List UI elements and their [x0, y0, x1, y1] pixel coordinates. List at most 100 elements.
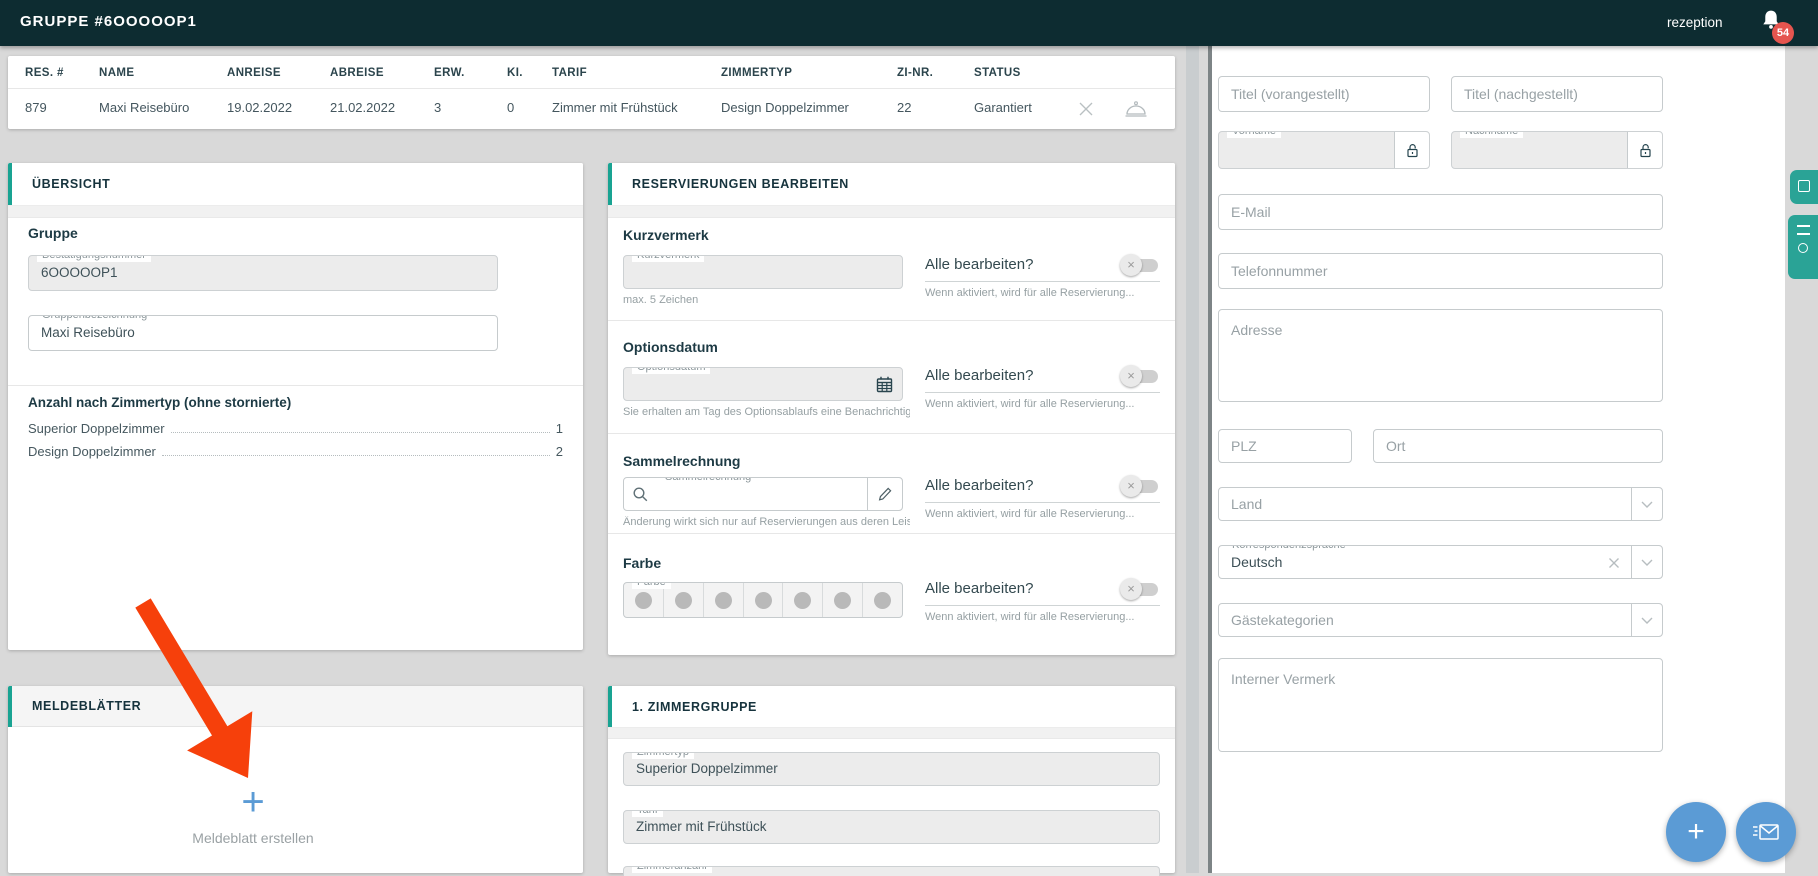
- header-strip: [8, 205, 583, 218]
- alle-bearbeiten-label: Alle bearbeiten?: [925, 477, 1034, 494]
- color-swatch[interactable]: [664, 583, 704, 617]
- alle-bearbeiten-toggle[interactable]: ×: [1120, 254, 1160, 276]
- panel-scrollbar[interactable]: [1208, 46, 1212, 873]
- chevron-down-icon: [1641, 501, 1653, 508]
- gruppenbezeichnung-value: Maxi Reisebüro: [41, 325, 135, 340]
- col-header-name: NAME: [99, 67, 135, 79]
- clear-icon[interactable]: [1608, 557, 1620, 569]
- count-label: Superior Doppelzimmer: [28, 421, 165, 436]
- tarif-field[interactable]: Tarif Zimmer mit Frühstück: [623, 810, 1160, 844]
- cell-anreise: 19.02.2022: [227, 100, 293, 115]
- count-value: 1: [555, 421, 563, 436]
- toggle-x-icon: ×: [1120, 254, 1142, 276]
- bearbeiten-title: RESERVIERUNGEN BEARBEITEN: [632, 177, 849, 191]
- dropdown-segment[interactable]: [1631, 488, 1662, 520]
- bestaetigungsnummer-label: Bestätigungsnummer: [37, 256, 151, 262]
- telefonnummer-field[interactable]: Telefonnummer: [1218, 253, 1663, 289]
- nachname-field[interactable]: Nachname: [1451, 131, 1663, 169]
- cancel-icon[interactable]: [1078, 101, 1094, 117]
- uebersicht-title: ÜBERSICHT: [32, 177, 111, 191]
- alle-bearbeiten-toggle[interactable]: ×: [1120, 475, 1160, 497]
- alle-bearbeiten-toggle[interactable]: ×: [1120, 578, 1160, 600]
- alle-bearbeiten-label: Alle bearbeiten?: [925, 580, 1034, 597]
- sammelrechnung-field[interactable]: Sammelrechnung: [623, 477, 903, 511]
- color-swatch[interactable]: [624, 583, 664, 617]
- korrespondenzsprache-value: Deutsch: [1231, 554, 1283, 570]
- alle-bearbeiten-label: Alle bearbeiten?: [925, 367, 1034, 384]
- kurzvermerk-field[interactable]: Kurzvermerk: [623, 255, 903, 289]
- zimmeranzahl-field[interactable]: Zimmeranzahl: [623, 866, 1160, 876]
- alle-bearbeiten-block: Alle bearbeiten? × Wenn aktiviert, wird …: [925, 577, 1160, 623]
- side-tab[interactable]: [1790, 170, 1818, 204]
- meldeblaetter-card: MELDEBLÄTTER + Meldeblatt erstellen: [8, 686, 583, 873]
- interner-vermerk-field[interactable]: Interner Vermerk: [1218, 658, 1663, 752]
- user-name[interactable]: rezeption: [1667, 15, 1723, 30]
- col-header-zi-nr: ZI-NR.: [897, 67, 934, 79]
- color-swatch[interactable]: [783, 583, 824, 617]
- kurzvermerk-helper: max. 5 Zeichen: [623, 294, 699, 306]
- top-navbar: GRUPPE #6OOOOOP1 rezeption 54: [0, 0, 1818, 46]
- service-bell-icon[interactable]: [1124, 100, 1148, 118]
- lock-segment[interactable]: [1627, 132, 1662, 168]
- cell-status: Garantiert: [974, 100, 1032, 115]
- create-meldeblatt-button[interactable]: + Meldeblatt erstellen: [153, 782, 353, 846]
- optionsdatum-heading: Optionsdatum: [623, 339, 718, 355]
- gaestekategorien-select[interactable]: Gästekategorien: [1218, 603, 1663, 637]
- farbe-label: Farbe: [632, 583, 671, 589]
- plz-field[interactable]: PLZ: [1218, 429, 1352, 463]
- cell-name: Maxi Reisebüro: [99, 100, 190, 115]
- accent-bar: [608, 686, 612, 727]
- adresse-field[interactable]: Adresse: [1218, 309, 1663, 402]
- notifications-bell-icon[interactable]: [1760, 9, 1782, 31]
- col-header-res: RES. #: [25, 67, 64, 79]
- header-strip: [608, 205, 1175, 218]
- titel-vorangestellt-field[interactable]: Titel (vorangestellt): [1218, 76, 1430, 112]
- korrespondenzsprache-label: Korrespondenzsprache: [1227, 546, 1351, 552]
- send-email-button[interactable]: [1736, 802, 1796, 862]
- reservation-table-card: RES. # NAME ANREISE ABREISE ERW. KI. TAR…: [8, 56, 1175, 129]
- optionsdatum-field[interactable]: Optionsdatum: [623, 367, 903, 401]
- email-field[interactable]: E-Mail: [1218, 194, 1663, 230]
- color-swatch[interactable]: [863, 583, 902, 617]
- notification-count-badge[interactable]: 54: [1772, 22, 1794, 44]
- gruppenbezeichnung-field[interactable]: Gruppenbezeichnung Maxi Reisebüro: [28, 315, 498, 351]
- titel-nachgestellt-field[interactable]: Titel (nachgestellt): [1451, 76, 1663, 112]
- alle-bearbeiten-toggle[interactable]: ×: [1120, 365, 1160, 387]
- sammelrechnung-label: Sammelrechnung: [660, 478, 757, 484]
- zimmeranzahl-label: Zimmeranzahl: [632, 867, 712, 873]
- ort-field[interactable]: Ort: [1373, 429, 1663, 463]
- vertical-scrollbar[interactable]: [1186, 46, 1199, 873]
- col-header-status: STATUS: [974, 67, 1021, 79]
- zimmertyp-field[interactable]: Zimmertyp Superior Doppelzimmer: [623, 752, 1160, 786]
- toggle-x-icon: ×: [1120, 475, 1142, 497]
- color-swatch[interactable]: [744, 583, 784, 617]
- farbe-heading: Farbe: [623, 555, 662, 571]
- zimmertyp-value: Superior Doppelzimmer: [636, 761, 778, 776]
- nachname-label: Nachname: [1460, 132, 1524, 138]
- dropdown-segment[interactable]: [1631, 604, 1662, 636]
- calendar-icon[interactable]: [875, 375, 894, 394]
- land-select[interactable]: Land: [1218, 487, 1663, 521]
- korrespondenzsprache-select[interactable]: Korrespondenzsprache Deutsch: [1218, 545, 1663, 579]
- color-swatch[interactable]: [704, 583, 744, 617]
- lock-icon: [1639, 143, 1651, 157]
- land-placeholder: Land: [1231, 496, 1263, 512]
- create-meldeblatt-label: Meldeblatt erstellen: [192, 830, 314, 846]
- lock-segment[interactable]: [1394, 132, 1429, 168]
- color-swatch[interactable]: [823, 583, 864, 617]
- col-header-ki: KI.: [507, 67, 523, 79]
- dropdown-segment[interactable]: [1631, 546, 1662, 578]
- kurzvermerk-label: Kurzvermerk: [632, 256, 705, 262]
- edit-segment[interactable]: [867, 478, 902, 510]
- alle-bearbeiten-hint: Wenn aktiviert, wird für alle Reservieru…: [925, 287, 1135, 299]
- vorname-field[interactable]: Vorname: [1218, 131, 1430, 169]
- cell-erw: 3: [434, 100, 442, 115]
- count-value: 2: [555, 444, 563, 459]
- add-button[interactable]: +: [1666, 802, 1726, 862]
- bestaetigungsnummer-field[interactable]: Bestätigungsnummer 6OOOOOP1: [28, 255, 498, 291]
- side-tab[interactable]: [1788, 215, 1818, 279]
- zimmergruppe-title: 1. ZIMMERGRUPPE: [632, 699, 757, 714]
- chevron-down-icon: [1641, 617, 1653, 624]
- alle-bearbeiten-block: Alle bearbeiten? × Wenn aktiviert, wird …: [925, 253, 1160, 299]
- send-envelope-icon: [1753, 824, 1779, 840]
